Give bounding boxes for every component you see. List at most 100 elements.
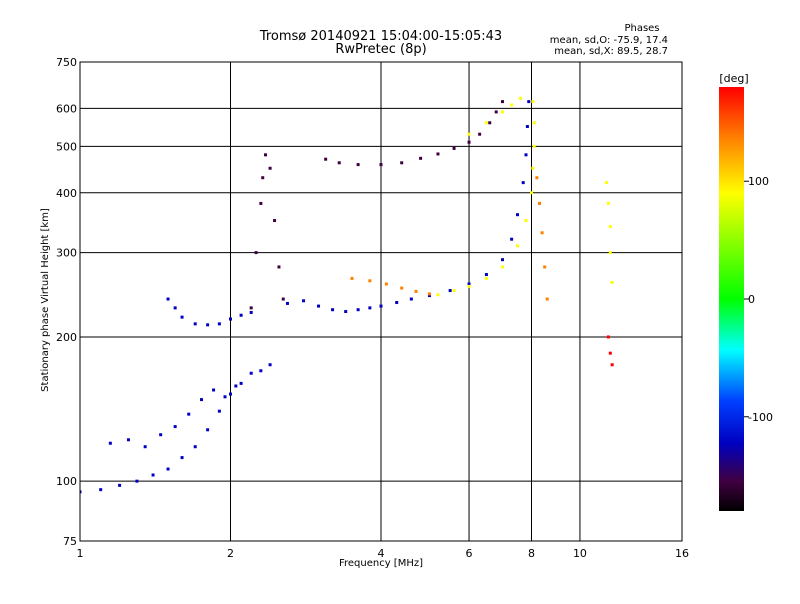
- data-point-2-6: [229, 317, 232, 321]
- colorbar-ticks: 100 0 -100: [744, 175, 773, 424]
- data-point-0-4: [151, 473, 155, 477]
- phases-legend-title: Phases: [624, 23, 659, 34]
- data-point-11-0: [606, 335, 610, 339]
- y-tick-label-3: 300: [56, 247, 77, 260]
- data-point-2-2: [180, 315, 184, 319]
- data-point-4-7: [379, 304, 383, 308]
- data-point-11-2: [610, 363, 614, 367]
- data-point-1-2: [143, 445, 147, 449]
- data-point-0-8: [206, 428, 210, 432]
- data-point-6-0: [350, 276, 354, 280]
- data-point-5-12: [501, 100, 505, 104]
- y-tick-labels: 75 100 200 300 400 500 600 750: [56, 56, 77, 548]
- y-tick-label-5: 500: [56, 140, 77, 153]
- data-point-1-9: [234, 384, 238, 388]
- y-tick-label-0: 75: [63, 535, 77, 548]
- data-point-4-5: [356, 308, 360, 312]
- data-point-9-1: [537, 201, 541, 205]
- data-point-5-2: [356, 163, 360, 167]
- data-point-4-16: [515, 213, 519, 217]
- data-point-10-4: [610, 280, 614, 284]
- colorbar-label: [deg]: [719, 72, 748, 85]
- data-point-5-6: [436, 152, 440, 156]
- phases-legend-o: mean, sd,O: -75.9, 17.4: [550, 35, 668, 46]
- data-point-0-1: [99, 488, 103, 492]
- data-point-3-8: [281, 297, 285, 301]
- y-tick-label-1: 100: [56, 475, 77, 488]
- data-point-0-7: [193, 445, 197, 449]
- data-point-0-14: [268, 363, 272, 367]
- data-point-5-10: [488, 121, 492, 125]
- x-axis-label: Frequency [MHz]: [339, 558, 423, 569]
- y-tick-label-7: 750: [56, 56, 77, 69]
- data-point-4-14: [501, 258, 505, 262]
- data-point-5-9: [478, 132, 482, 136]
- data-point-7-9: [532, 144, 536, 148]
- data-point-1-0: [108, 441, 112, 445]
- colorbar-tick-label-2: -100: [748, 411, 773, 424]
- data-point-4-0: [285, 301, 289, 305]
- data-point-4-13: [484, 273, 488, 277]
- data-point-0-10: [229, 392, 232, 396]
- data-point-4-6: [368, 306, 372, 310]
- data-point-6-4: [414, 289, 418, 293]
- data-point-3-5: [268, 166, 272, 170]
- data-point-4-1: [302, 299, 306, 303]
- data-point-7-3: [484, 276, 488, 280]
- x-tick-label-1: 2: [227, 547, 234, 560]
- data-point-9-0: [535, 176, 539, 180]
- data-point-11-1: [608, 351, 612, 355]
- data-point-8-3: [510, 103, 514, 107]
- data-point-7-1: [452, 289, 456, 293]
- data-point-0-9: [217, 409, 221, 413]
- data-point-0-3: [135, 479, 139, 483]
- colorbar-tick-label-0: 100: [748, 175, 769, 188]
- data-point-8-1: [484, 121, 488, 125]
- data-point-1-7: [212, 388, 216, 392]
- data-point-4-2: [317, 304, 321, 308]
- data-point-2-3: [193, 322, 197, 326]
- data-point-4-10: [427, 294, 431, 298]
- data-point-4-20: [527, 100, 531, 104]
- data-point-4-4: [344, 310, 348, 314]
- grid-lines: [80, 62, 682, 541]
- data-point-6-2: [384, 282, 388, 286]
- data-point-4-17: [521, 181, 525, 185]
- data-point-2-1: [173, 306, 177, 310]
- data-point-4-8: [395, 301, 399, 305]
- data-point-7-7: [530, 191, 533, 195]
- data-point-5-1: [337, 161, 341, 165]
- y-axis-label: Stationary phase Virtual Height [km]: [40, 208, 51, 392]
- data-point-6-1: [368, 279, 372, 283]
- data-point-7-11: [531, 100, 535, 104]
- data-point-5-8: [467, 140, 471, 144]
- data-point-3-4: [264, 153, 268, 157]
- data-point-10-0: [604, 181, 608, 185]
- data-point-0-6: [180, 456, 184, 460]
- data-point-6-3: [400, 286, 404, 290]
- data-point-0-2: [118, 483, 122, 487]
- data-point-7-6: [524, 219, 528, 223]
- y-tick-label-4: 400: [56, 187, 77, 200]
- data-point-5-0: [324, 157, 328, 161]
- data-point-7-10: [532, 121, 536, 125]
- data-point-2-5: [217, 322, 221, 326]
- x-tick-label-2: 4: [378, 547, 385, 560]
- data-point-0-5: [166, 467, 170, 471]
- plot-frame: [79, 61, 683, 542]
- data-point-5-4: [400, 161, 404, 165]
- data-point-2-8: [249, 310, 253, 314]
- data-point-4-12: [467, 282, 471, 286]
- data-point-7-8: [531, 166, 535, 170]
- data-point-4-18: [524, 153, 528, 157]
- data-point-7-0: [436, 293, 440, 297]
- data-point-3-1: [254, 251, 258, 255]
- data-point-0-13: [259, 369, 263, 373]
- data-point-5-5: [419, 156, 423, 160]
- data-point-5-11: [494, 110, 498, 114]
- data-point-10-3: [608, 251, 612, 255]
- data-point-5-7: [452, 146, 456, 150]
- data-point-4-9: [409, 297, 413, 301]
- x-tick-label-5: 10: [573, 547, 587, 560]
